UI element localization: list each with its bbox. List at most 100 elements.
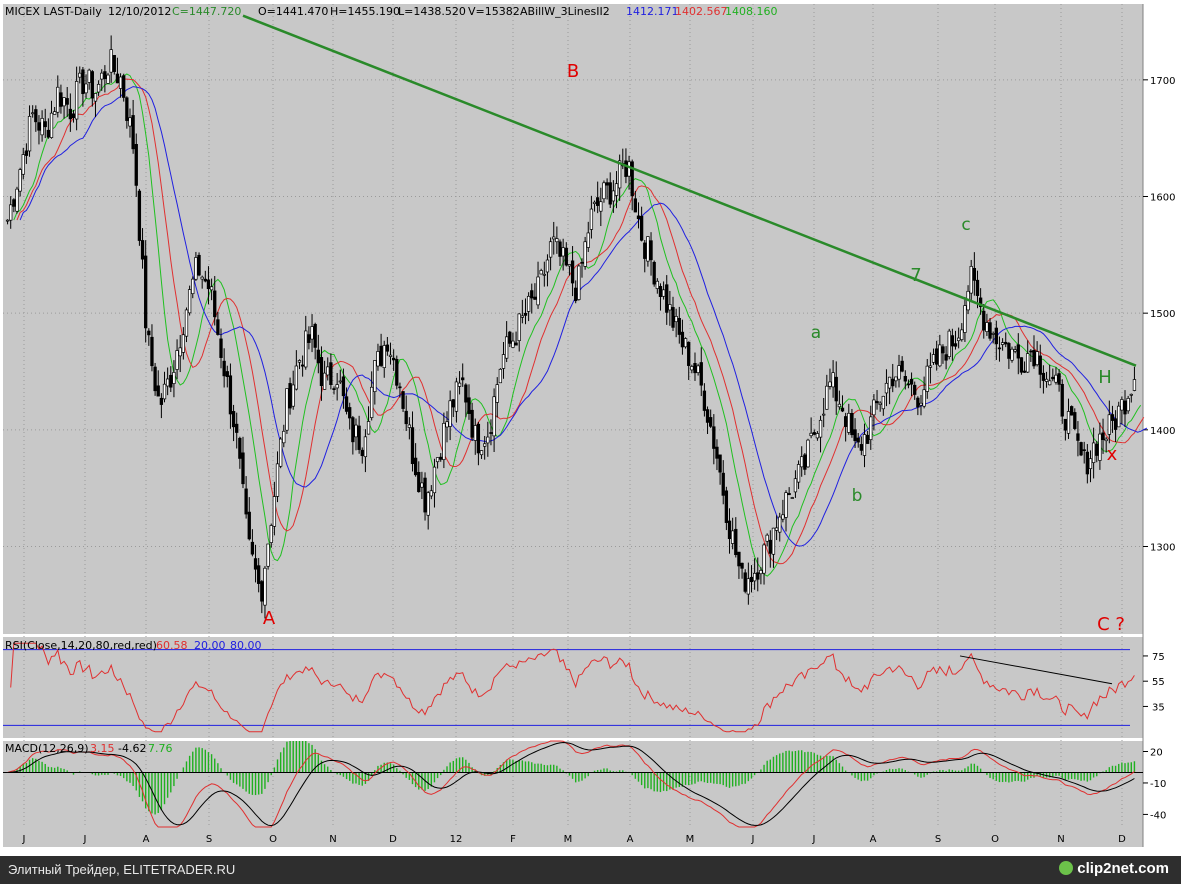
candle-body <box>567 264 572 267</box>
candle-body <box>721 472 725 496</box>
candle-body <box>457 382 462 387</box>
candle-body <box>288 383 292 409</box>
candle-body <box>150 336 154 367</box>
wave-label-3: a <box>811 323 821 343</box>
candle-body <box>1054 374 1058 383</box>
candle-body <box>206 279 211 290</box>
x-tick-label: M <box>564 834 573 845</box>
price-panel <box>3 4 1143 634</box>
candle-body <box>903 375 907 382</box>
candle-body <box>1026 353 1030 373</box>
candle-body <box>319 357 324 387</box>
candle-body <box>539 270 543 275</box>
candle-body <box>1091 442 1096 463</box>
macd-header-label: MACD(12,26,9) <box>5 742 89 755</box>
candle-body <box>774 527 779 531</box>
candle-body <box>445 421 449 428</box>
candle-body <box>322 372 327 390</box>
candle-body <box>1019 357 1024 373</box>
candle-body <box>938 344 942 367</box>
x-tick-label: M <box>686 834 695 845</box>
candle-body <box>100 72 104 80</box>
candle-body <box>483 443 487 447</box>
candle-body <box>297 360 302 363</box>
candle-body <box>526 295 531 312</box>
wave-label-4: b <box>852 486 863 506</box>
candle-body <box>395 359 399 386</box>
candle-body <box>1051 376 1055 380</box>
candle-body <box>941 346 945 354</box>
wave-label-2: B <box>567 61 579 82</box>
candle-body <box>815 433 820 439</box>
candle-body <box>709 417 713 427</box>
candle-body <box>407 424 411 428</box>
candle-body <box>222 360 226 377</box>
candle-body <box>1076 433 1080 441</box>
clip2net-brand[interactable]: clip2net.com <box>1059 860 1169 877</box>
candle-body <box>985 322 989 332</box>
candle-body <box>294 365 298 390</box>
candle-body <box>24 150 29 156</box>
candle-body <box>326 366 330 376</box>
candle-body <box>159 397 164 405</box>
candle-body <box>991 333 995 335</box>
candle-body <box>916 397 920 408</box>
candle-body <box>925 365 929 392</box>
candle-body <box>577 265 581 300</box>
candle-body <box>862 434 867 456</box>
x-tick-label: A <box>870 834 877 845</box>
macd-signal-line <box>7 741 1135 827</box>
header-symbol: MICEX LAST-Daily <box>5 5 102 18</box>
candle-body <box>599 201 603 212</box>
candle-body <box>382 345 386 369</box>
candle-body <box>608 182 612 205</box>
candle-body <box>354 424 358 438</box>
candle-body <box>661 289 666 297</box>
candle-body <box>147 330 151 336</box>
x-tick-label: A <box>627 834 634 845</box>
candle-body <box>360 449 364 456</box>
candle-body <box>435 457 440 463</box>
rsi-header-label: RSI(Close,14,20,80,red,red) <box>5 639 157 652</box>
candle-body <box>1079 442 1083 456</box>
candle-body <box>81 69 85 95</box>
footer-text: Элитный Трейдер, ELITETRADER.RU <box>8 862 236 877</box>
candle-body <box>950 335 955 347</box>
candle-body <box>379 345 383 366</box>
candle-body <box>922 389 926 407</box>
candle-body <box>517 313 521 341</box>
candle-body <box>291 384 295 407</box>
candle-body <box>219 338 223 358</box>
candle-body <box>423 477 427 513</box>
candle-body <box>191 278 195 295</box>
candle-body <box>975 279 980 296</box>
candle-body <box>335 384 339 389</box>
wave-label-6: 7 <box>910 265 921 286</box>
candle-body <box>40 118 44 136</box>
candle-body <box>310 326 314 340</box>
y-tick-label: 1700 <box>1150 76 1175 87</box>
wave-label-8: x <box>1107 444 1118 465</box>
candle-body <box>1060 383 1064 417</box>
candle-body <box>385 344 390 352</box>
candle-body <box>668 304 672 311</box>
candle-body <box>818 419 823 438</box>
x-tick-label: N <box>1057 834 1064 845</box>
candle-body <box>162 383 167 400</box>
candle-body <box>891 378 895 387</box>
candle-body <box>558 241 562 257</box>
candle-body <box>630 161 634 197</box>
candle-body <box>238 437 242 459</box>
x-tick-label: D <box>389 834 397 845</box>
macd-tick-label: -40 <box>1150 810 1166 821</box>
candle-body <box>209 286 214 291</box>
candle-body <box>878 402 882 405</box>
x-tick-label: N <box>329 834 336 845</box>
candle-body <box>231 411 236 428</box>
candle-body <box>636 215 641 220</box>
candle-body <box>837 403 842 408</box>
candle-body <box>269 525 273 543</box>
candle-body <box>787 493 791 496</box>
candle-body <box>712 426 716 449</box>
